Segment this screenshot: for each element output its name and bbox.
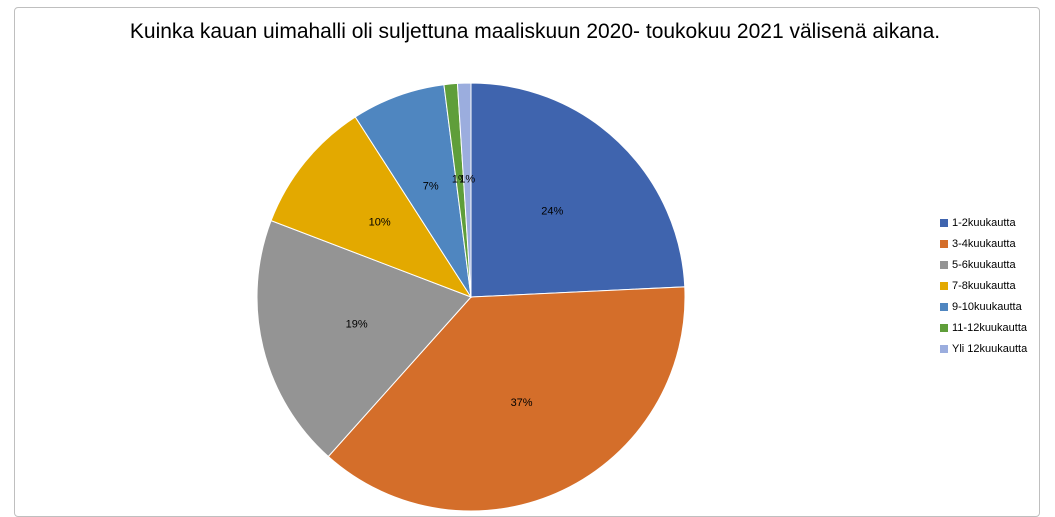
legend-label: 1-2kuukautta [952, 217, 1016, 229]
pie-slice [456, 82, 472, 298]
legend-swatch [940, 240, 948, 248]
data-label: 10% [369, 217, 391, 229]
legend-label: 9-10kuukautta [952, 301, 1023, 313]
legend-label: 5-6kuukautta [952, 259, 1016, 271]
legend-swatch [940, 219, 948, 227]
legend-swatch [940, 282, 948, 290]
chart-title: Kuinka kauan uimahalli oli suljettuna ma… [129, 20, 941, 43]
legend-label: 3-4kuukautta [952, 238, 1016, 250]
data-label: 24% [541, 206, 563, 218]
pie-slice [327, 286, 686, 512]
data-label: 1% [459, 173, 475, 185]
legend-swatch [940, 303, 948, 311]
data-label: 19% [346, 319, 368, 331]
pie-slice [270, 116, 473, 299]
legend-label: Yli 12kuukautta [952, 343, 1028, 355]
data-label: 7% [423, 180, 439, 192]
pie-slice [256, 219, 472, 458]
legend-label: 11-12kuukautta [952, 322, 1028, 334]
pie-slice [470, 82, 686, 298]
legend-swatch [940, 345, 948, 353]
legend-swatch [940, 324, 948, 332]
data-label: 37% [511, 397, 533, 409]
legend-label: 7-8kuukautta [952, 280, 1016, 292]
legend-swatch [940, 261, 948, 269]
